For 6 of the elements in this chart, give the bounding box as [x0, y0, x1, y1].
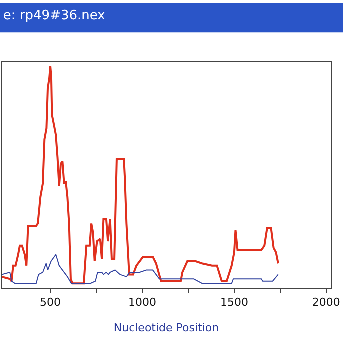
x-tick-label: 500	[40, 296, 62, 310]
chart-title: e: rp49#36.nex	[3, 8, 106, 24]
x-axis-title: Nucleotide Position	[114, 321, 220, 334]
x-tick-label: 2000	[312, 296, 340, 310]
x-tick-label: 1500	[220, 296, 248, 310]
x-tick-label: 1000	[128, 296, 156, 310]
